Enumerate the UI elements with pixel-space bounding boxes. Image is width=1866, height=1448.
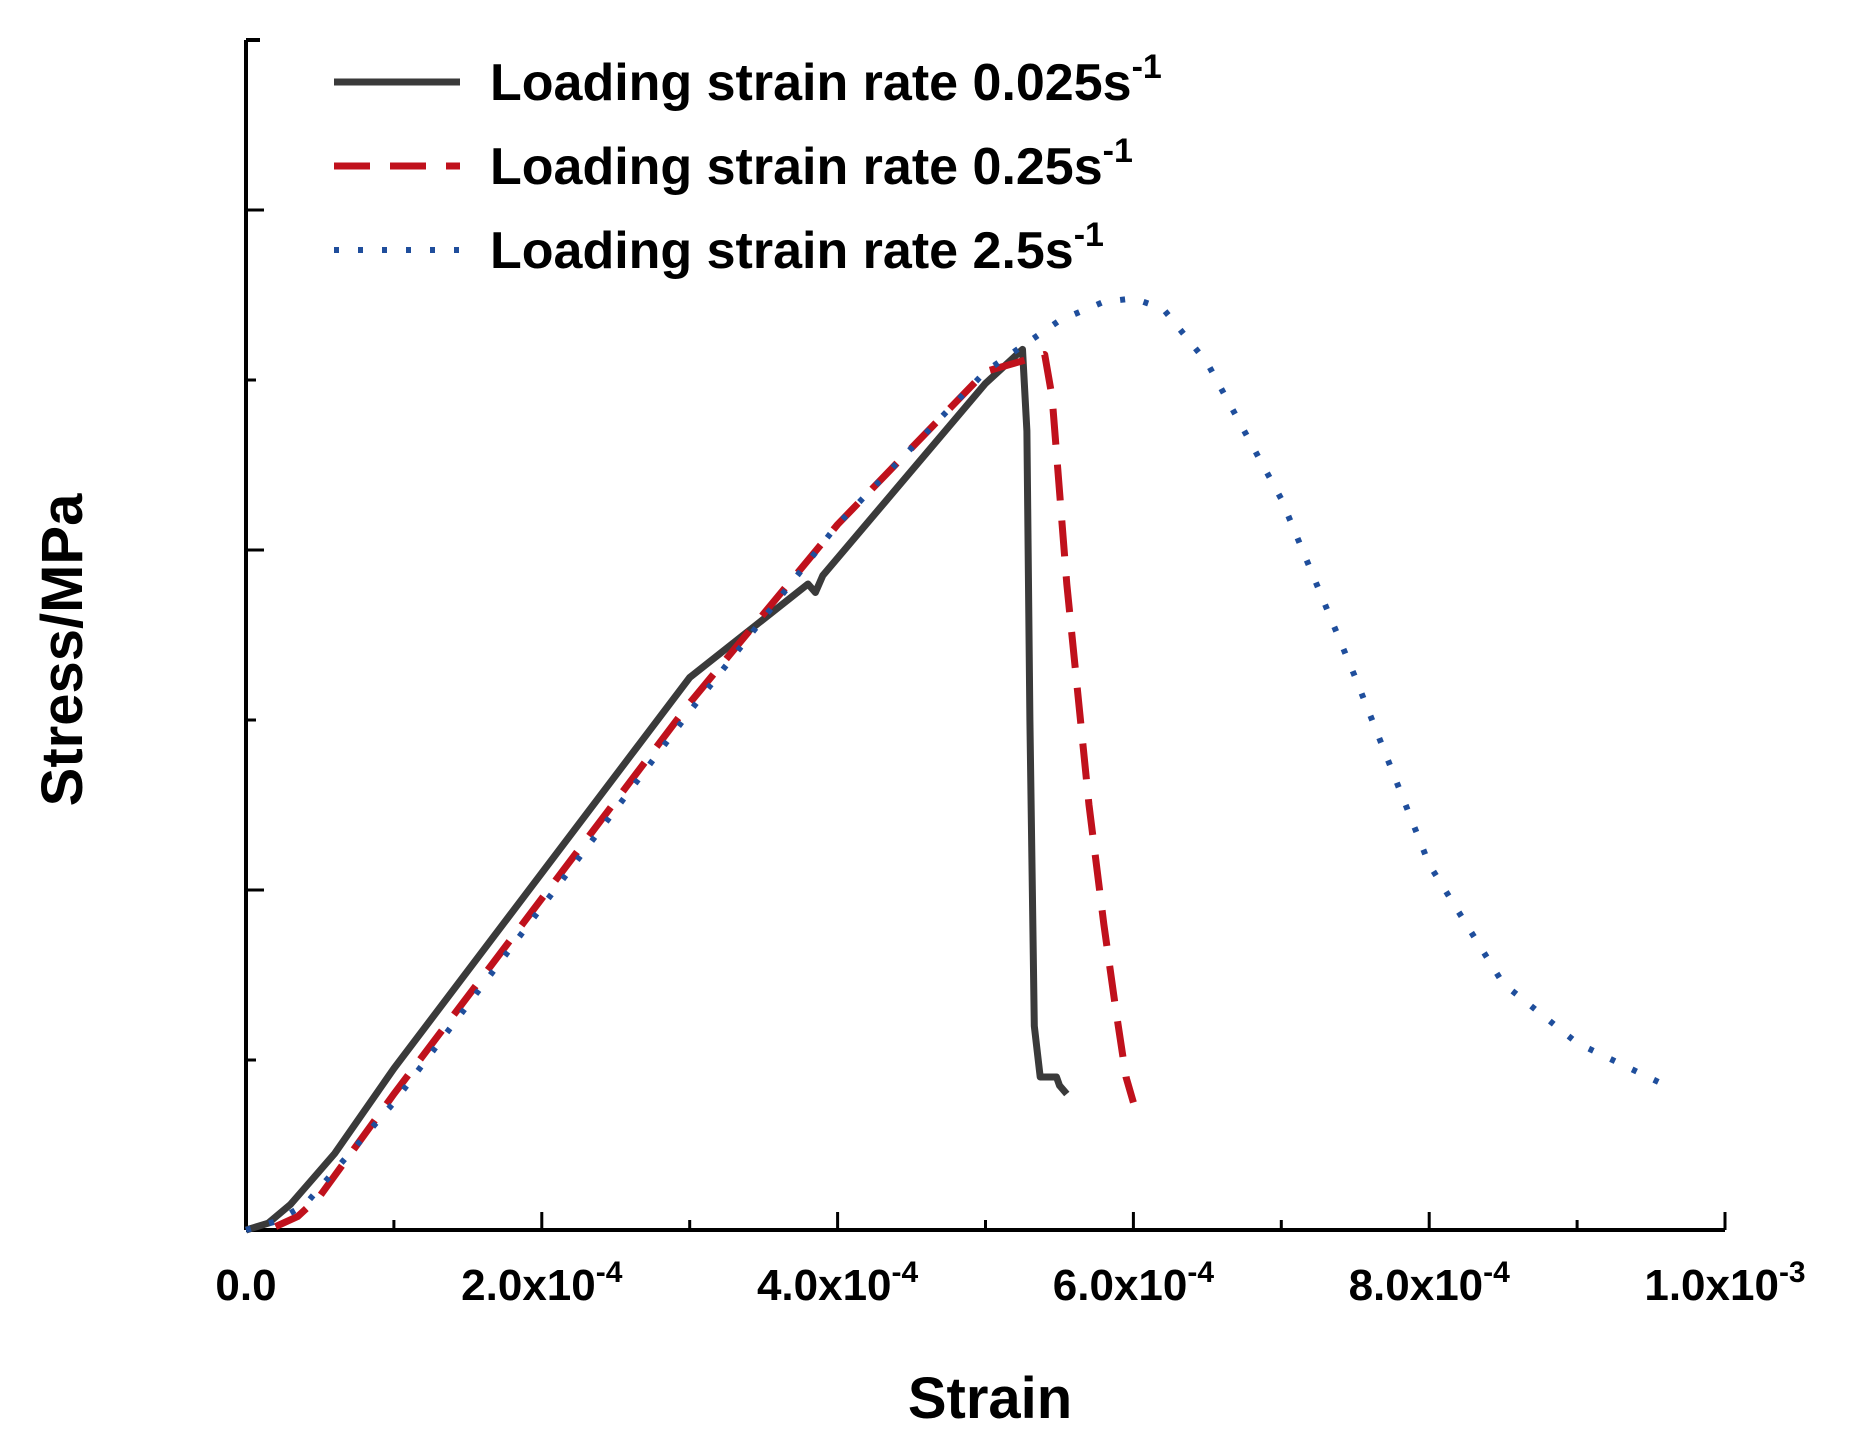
x-tick-label-mantissa: 1.0x10 (1644, 1261, 1779, 1310)
x-tick-label-exponent: -4 (1483, 1256, 1510, 1289)
x-tick-label-exponent: -4 (1187, 1256, 1214, 1289)
legend-label-1: Loading strain rate 0.025s-1 (490, 48, 1162, 112)
x-tick-label-exponent: -4 (892, 1256, 919, 1289)
x-tick-label: 0.0 (215, 1261, 276, 1310)
x-tick-label: 1.0x10-3 (1644, 1256, 1805, 1310)
legend-label-superscript: -1 (1103, 132, 1133, 170)
y-axis-title: Stress/MPa (30, 493, 95, 806)
x-tick-label-exponent: -3 (1779, 1256, 1806, 1289)
legend-label-superscript: -1 (1132, 48, 1162, 86)
legend-label-text: Loading strain rate 2.5s (490, 222, 1074, 280)
x-tick-label-mantissa: 2.0x10 (461, 1261, 596, 1310)
x-axis-title: Strain (908, 1366, 1072, 1431)
series-line-2 (274, 351, 1137, 1230)
x-tick-label-mantissa: 4.0x10 (757, 1261, 892, 1310)
legend-label-superscript: -1 (1074, 216, 1104, 254)
x-tick-label: 4.0x10-4 (757, 1256, 919, 1310)
x-tick-label: 2.0x10-4 (461, 1256, 623, 1310)
series-lines (244, 295, 1668, 1234)
legend-label-2: Loading strain rate 0.25s-1 (490, 132, 1133, 196)
x-tick-label-mantissa: 0.0 (215, 1261, 276, 1310)
ticks: 0.0 2.0x10-4 4.0x10-4 6.0x10-4 8.0x10-4 1.0x1… (215, 208, 1806, 1310)
x-tick-label-mantissa: 6.0x10 (1053, 1261, 1188, 1310)
x-tick-label-exponent: -4 (596, 1256, 623, 1289)
axes (244, 38, 1725, 1232)
legend-label-3: Loading strain rate 2.5s-1 (490, 216, 1104, 280)
x-tick-label-mantissa: 8.0x10 (1349, 1261, 1484, 1310)
x-tick-label: 8.0x10-4 (1349, 1256, 1511, 1310)
x-tick-label: 6.0x10-4 (1053, 1256, 1215, 1310)
series-line-3 (245, 295, 1668, 1233)
legend-label-text: Loading strain rate 0.25s (490, 138, 1103, 196)
series-line-1 (244, 345, 1070, 1234)
legend-label-text: Loading strain rate 0.025s (490, 54, 1132, 112)
